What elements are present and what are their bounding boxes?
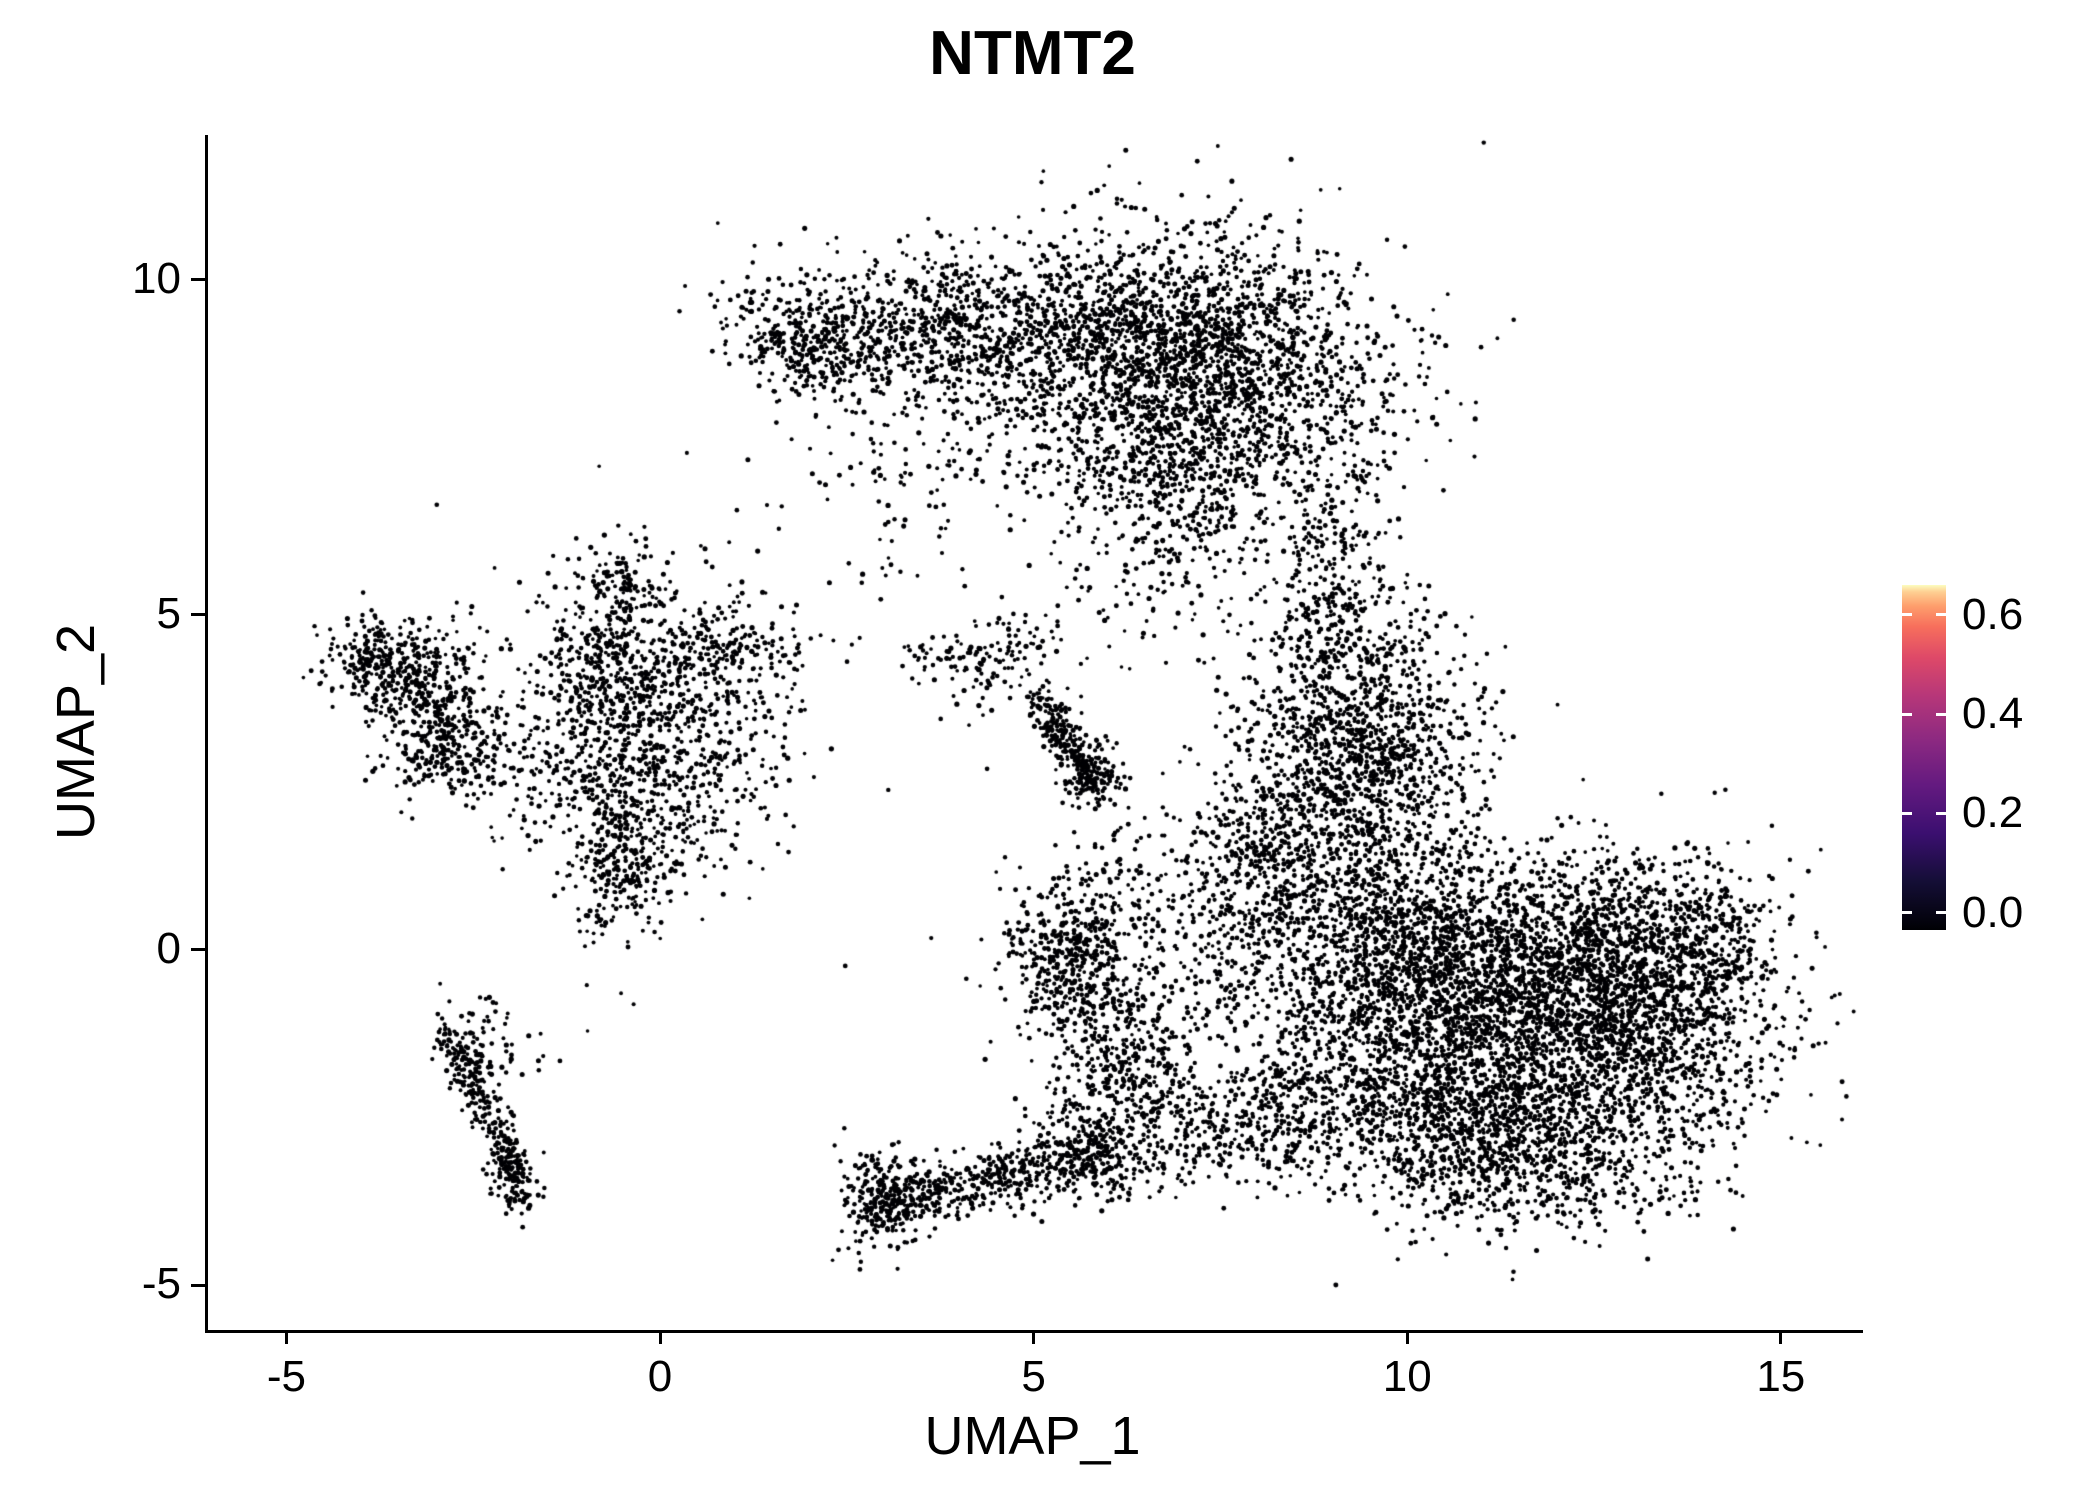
y-tick-label: -5	[141, 1259, 181, 1309]
colorbar-tick-label: 0.4	[1962, 689, 2024, 739]
y-tick-label: 0	[156, 923, 181, 973]
colorbar-tick-label: 0.6	[1962, 589, 2024, 639]
x-tick-label: -5	[266, 1352, 306, 1401]
plot-area	[205, 135, 1863, 1333]
plot-title: NTMT2	[929, 19, 1136, 88]
y-tick-label: 5	[156, 588, 181, 638]
x-tick-mark	[658, 1330, 662, 1344]
x-tick-mark	[1779, 1330, 1783, 1344]
y-tick-mark	[191, 1283, 205, 1287]
colorbar-gradient	[1902, 585, 1946, 930]
x-tick-mark	[1032, 1330, 1036, 1344]
x-tick-label: 15	[1756, 1352, 1806, 1401]
colorbar-tick-mark	[1936, 712, 1946, 716]
colorbar-tick-mark	[1902, 613, 1912, 617]
y-axis-label: UMAP_2	[46, 623, 106, 841]
x-tick-label: 5	[1021, 1352, 1046, 1401]
y-tick-mark	[191, 278, 205, 282]
x-tick-mark	[1405, 1330, 1409, 1344]
colorbar-tick-mark	[1936, 911, 1946, 915]
colorbar-tick-mark	[1936, 811, 1946, 815]
colorbar-tick-mark	[1902, 911, 1912, 915]
y-tick-mark	[191, 948, 205, 952]
y-tick-mark	[191, 613, 205, 617]
y-tick-label: 10	[132, 253, 181, 303]
colorbar-tick-mark	[1902, 811, 1912, 815]
colorbar-tick-label: 0.2	[1962, 788, 2024, 838]
colorbar-tick-mark	[1902, 712, 1912, 716]
umap-scatter-canvas	[208, 135, 1863, 1330]
x-tick-label: 0	[647, 1352, 673, 1401]
x-axis-label: UMAP_1	[924, 1406, 1141, 1466]
x-tick-label: 10	[1382, 1352, 1432, 1401]
colorbar-tick-mark	[1936, 613, 1946, 617]
colorbar-tick-label: 0.0	[1962, 887, 2024, 937]
x-tick-mark	[284, 1330, 288, 1344]
